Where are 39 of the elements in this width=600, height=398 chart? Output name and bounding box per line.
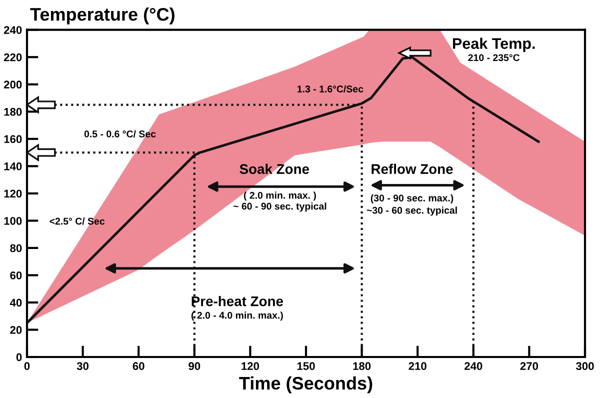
y-tick-label: 20 — [10, 326, 22, 334]
x-tick-label: 240 — [464, 362, 482, 370]
x-tick-label: 0 — [24, 362, 30, 370]
annotation: ( 2.0 min. max. ) — [244, 192, 316, 201]
y-tick-label: 60 — [10, 271, 22, 280]
y-tick-label: 220 — [4, 53, 22, 62]
x-tick-label: 90 — [188, 362, 200, 370]
y-tick-label: 160 — [4, 135, 22, 144]
x-tick-label: 180 — [353, 362, 371, 370]
y-tick-label: 120 — [4, 190, 22, 198]
annotation: 210 - 235°C — [468, 54, 520, 62]
annotation: ( 2.0 - 4.0 min. max.) — [191, 312, 283, 321]
annotation: 1.3 - 1.6°C/Sec — [298, 85, 364, 93]
y-tick-label: 0 — [16, 353, 22, 362]
y-tick-label: 240 — [4, 26, 22, 34]
y-tick-label: 100 — [4, 216, 22, 225]
x-tick-label: 30 — [76, 362, 89, 370]
annotation: (30 - 90 sec. max.) — [370, 194, 454, 204]
annotation: Peak Temp. — [452, 38, 535, 52]
y-tick-label: 140 — [4, 162, 22, 170]
x-tick-label: 210 — [408, 362, 426, 370]
x-tick-label: 300 — [576, 362, 594, 370]
x-tick-label: 270 — [520, 362, 538, 370]
annotation: ~ 60 - 90 sec. typical — [233, 202, 326, 212]
y-tick-label: 40 — [10, 298, 22, 307]
y-tick-label: 200 — [4, 80, 22, 89]
y-tick-label: 80 — [10, 244, 22, 252]
annotation: Reflow Zone — [372, 164, 453, 174]
x-tick-label: 120 — [242, 362, 260, 370]
y-axis-title: Temperature (°C) — [30, 8, 174, 24]
annotation: ~30 - 60 sec. typical — [366, 206, 457, 216]
y-tick-label: 180 — [4, 108, 22, 116]
x-tick-label: 60 — [132, 362, 144, 370]
x-tick-label: 150 — [297, 362, 315, 370]
annotation: Soak Zone — [240, 164, 310, 174]
annotation: Pre-heat Zone — [192, 296, 284, 306]
annotation: 0.5 - 0.6 °C/ Sec — [84, 130, 156, 138]
x-axis-title: Time (Seconds) — [239, 376, 372, 394]
annotation: <2.5° C/ Sec — [50, 218, 105, 225]
